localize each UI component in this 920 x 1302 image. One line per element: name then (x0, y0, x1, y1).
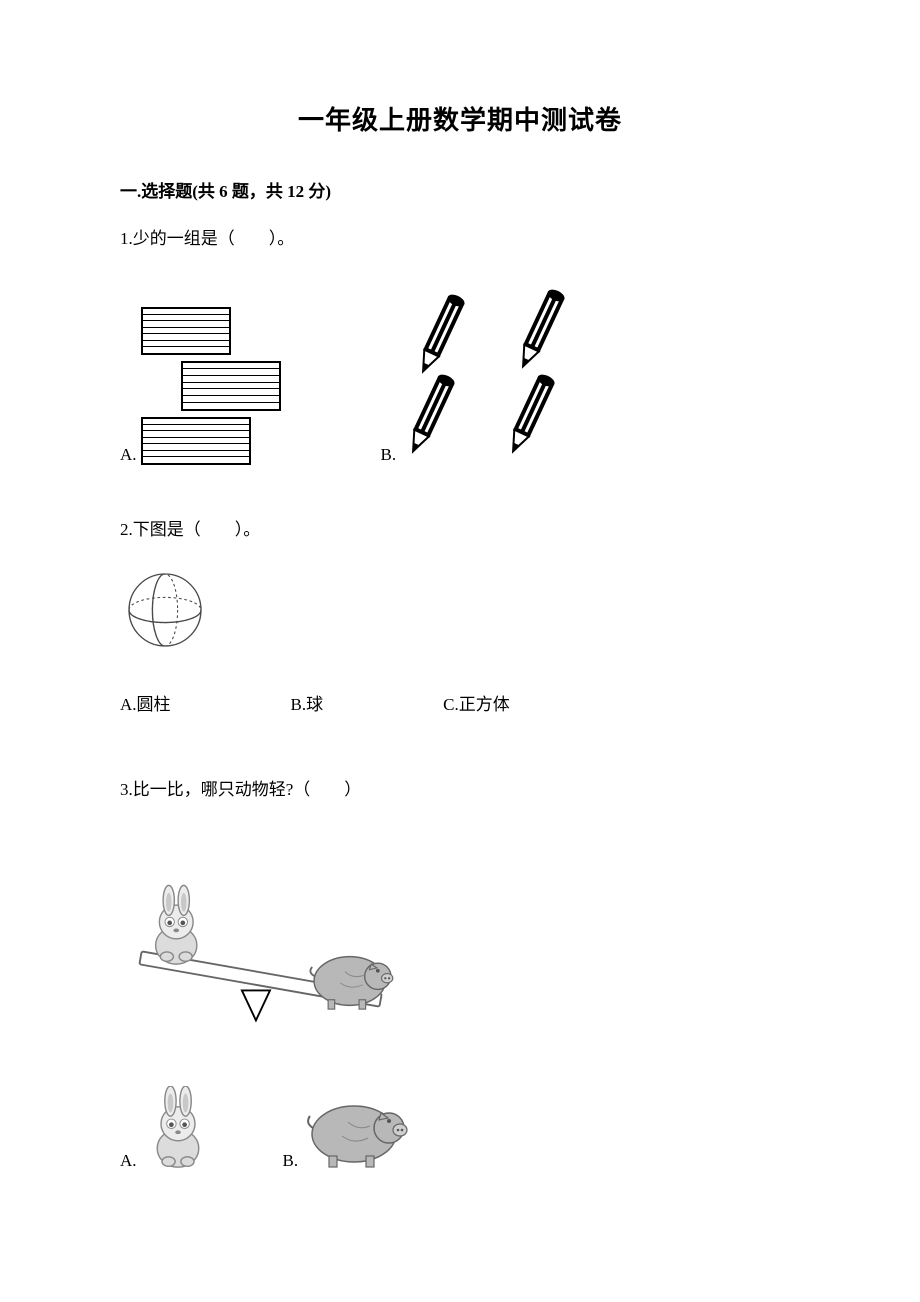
question-2-options: A.圆柱 B.球 C.正方体 (120, 690, 800, 715)
q3-opt-b-label: B. (283, 1151, 299, 1171)
pig-icon (304, 1096, 414, 1171)
pencil-icon (500, 365, 560, 465)
q1-option-b: B. (381, 285, 601, 465)
question-1-text: 1.少的一组是（ ）。 (120, 224, 800, 255)
question-3-text: 3.比一比，哪只动物轻?（ ） (120, 775, 800, 806)
question-1-options: A. B. (120, 285, 800, 465)
pencil-icon (400, 365, 460, 465)
q1-opt-a-label: A. (120, 445, 137, 465)
stripe-block-3 (141, 417, 251, 465)
rabbit-icon (143, 1086, 213, 1171)
sphere-icon (120, 565, 210, 655)
seesaw-icon (120, 841, 420, 1031)
stripe-block-1 (141, 307, 231, 355)
q1-opt-b-label: B. (381, 445, 397, 465)
question-3-options: A. B. (120, 1086, 800, 1171)
stripe-block-2 (181, 361, 281, 411)
rabbit-icon (156, 885, 197, 964)
q2-opt-b: B.球 (291, 690, 324, 715)
q3-opt-a-label: A. (120, 1151, 137, 1171)
question-2-text: 2.下图是（ ）。 (120, 515, 800, 546)
stripe-blocks-group (141, 307, 281, 465)
q3-seesaw-scene (120, 841, 420, 1036)
section-header: 一.选择题(共 6 题，共 12 分) (120, 177, 800, 202)
q3-option-a: A. (120, 1086, 213, 1171)
page-title: 一年级上册数学期中测试卷 (120, 100, 800, 137)
q1-option-a: A. (120, 307, 281, 465)
q2-sphere-image (120, 565, 800, 660)
q3-option-b: B. (283, 1096, 415, 1171)
q2-opt-a: A.圆柱 (120, 690, 171, 715)
pencils-group (400, 285, 600, 465)
q2-opt-c: C.正方体 (443, 690, 510, 715)
